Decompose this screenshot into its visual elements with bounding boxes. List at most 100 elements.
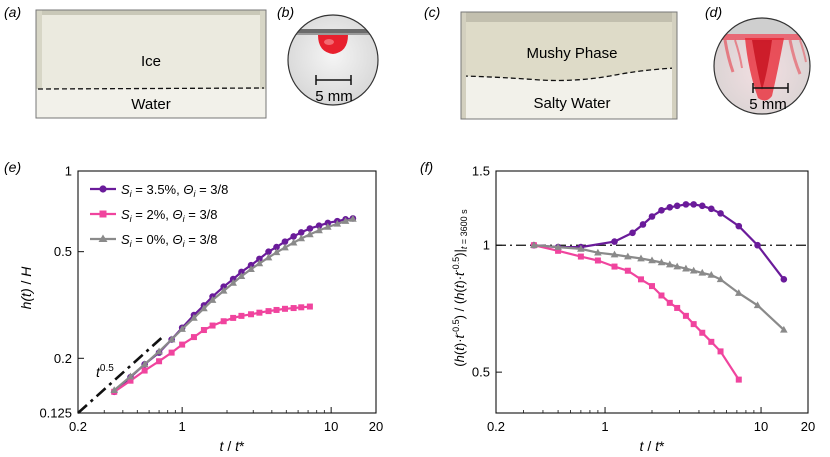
chart-f-point-gray (780, 325, 788, 333)
chart-e-point-pink (209, 322, 216, 329)
panel-f-letter: (f) (420, 159, 433, 175)
chart-f-point-gray (657, 258, 666, 266)
chart-e-point-gray (229, 278, 237, 286)
legend-gray-sub2: i (183, 239, 186, 249)
chart-e-point-pink (230, 314, 237, 321)
chart-f-point-gray (734, 289, 743, 296)
chart-e-point-pink (306, 303, 313, 310)
chart-e-ref-label: t0.5 (96, 363, 114, 380)
chart-e-point-gray (190, 313, 198, 321)
panel-d-scale-label: 5 mm (749, 96, 787, 113)
chart-e-point-pink (238, 312, 245, 319)
chart-f-series-pink (530, 242, 742, 383)
chart-e-point-gray (247, 265, 255, 273)
chart-e-y-tick-label: 0.2 (54, 351, 72, 366)
svg-text:Si = 0%, Θi = 3/8: Si = 0%, Θi = 3/8 (121, 232, 218, 249)
chart-f-point-purple (639, 221, 647, 228)
chart-e-x-tick-label: 10 (324, 419, 338, 434)
chart-e-legend: Si = 3.5%, Θi = 3/8 Si = 2%, Θi = 3/8 Si… (90, 182, 228, 249)
chart-e-point-pink (273, 306, 280, 313)
svg-text:h(t) / H: h(t) / H (18, 266, 34, 310)
chart-f-xlabel-tstar: t (655, 438, 660, 454)
panel-a-top-label: Ice (141, 53, 161, 70)
legend-pink-val2: = 3/8 (185, 207, 218, 222)
chart-f-plot-frame (495, 170, 809, 414)
chart-e-point-pink (179, 341, 186, 348)
chart-e-x-tick-label: 20 (369, 419, 383, 434)
chart-f-point-gray (716, 275, 725, 283)
chart-f-point-gray (637, 254, 645, 262)
chart-f-y-tick-label: 1 (483, 238, 490, 253)
legend-purple-var: S (121, 182, 130, 197)
chart-f-point-purple (629, 229, 636, 237)
legend-gray-var2: Θ (173, 232, 183, 247)
chart-e-point-gray (110, 386, 119, 394)
chart-e-y-tick-label: 0.125 (39, 406, 72, 421)
panel-a-photo (35, 9, 267, 119)
chart-f-xlabel-sep: / (643, 438, 655, 454)
chart-f-point-pink (708, 338, 715, 345)
chart-e-reference-line (77, 335, 165, 414)
chart-f-point-pink (624, 267, 631, 274)
chart-f-point-purple (690, 201, 697, 208)
legend-purple-val2: = 3/8 (195, 182, 228, 197)
chart-e-ref-label-t: t (96, 364, 101, 380)
panel-d-scale-bar (752, 83, 789, 93)
panel-a-letter: (a) (4, 4, 21, 20)
legend-gray-val: = 0%, (132, 232, 173, 247)
chart-e-point-gray (126, 372, 135, 380)
chart-f-point-pink (658, 292, 665, 299)
chart-e-point-purple (273, 243, 280, 251)
chart-f-point-purple (658, 207, 665, 214)
chart-e-y-tick-label: 0.5 (54, 244, 72, 259)
legend-purple-sub: i (130, 189, 133, 199)
chart-f-point-purple (648, 213, 656, 220)
chart-e-point-purple (315, 222, 323, 229)
chart-e-ylabel-h: h(t) (18, 288, 34, 309)
chart-f-point-purple (717, 210, 724, 217)
chart-e-point-gray (200, 304, 208, 312)
chart-e-point-gray (208, 296, 217, 303)
chart-e-x-tick-label: 0.2 (69, 419, 87, 434)
chart-e-point-gray (341, 217, 350, 224)
chart-f-ylabel-text: (h(t)·t-0.5) / (h(t)·t-0.5)|t = 3600 s (451, 209, 469, 367)
chart-f-x-tick-label: 1 (601, 419, 608, 434)
chart-f-y-axis-title: (h(t)·t-0.5) / (h(t)·t-0.5)|t = 3600 s (451, 209, 469, 367)
panel-c-letter: (c) (424, 4, 440, 20)
chart-f-point-pink (594, 257, 601, 264)
svg-text:Si = 2%, Θi = 3/8: Si = 2%, Θi = 3/8 (121, 207, 218, 224)
chart-e-ylabel-H: H (18, 266, 34, 277)
chart-e-xlabel-t: t (220, 438, 225, 454)
chart-f-point-purple (735, 222, 743, 230)
red-droplet (318, 35, 348, 54)
chart-e-point-pink (265, 308, 272, 315)
chart-e-point-pink (248, 311, 255, 318)
chart-f-point-gray (689, 266, 698, 274)
chart-e-x-tick-label: 1 (179, 419, 186, 434)
chart-f-point-pink (717, 348, 724, 355)
legend-item-purple: Si = 3.5%, Θi = 3/8 (90, 182, 228, 199)
chart-f-x-tick-label: 0.2 (487, 419, 505, 434)
chart-f-point-gray (682, 264, 690, 272)
chart-f-point-pink (690, 321, 697, 328)
chart-f-point-purple (666, 204, 674, 211)
chart-e-point-purple (324, 219, 332, 227)
chart-e-point-pink (141, 367, 148, 374)
legend-purple-sub2: i (193, 189, 196, 199)
chart-e-point-gray (219, 286, 228, 294)
chart-e-point-gray (324, 223, 332, 230)
chart-e-point-purple (281, 238, 289, 245)
chart-e-xlabel-star: * (239, 438, 245, 454)
chart-e-point-gray (281, 243, 289, 251)
panel-a-interface-line (37, 87, 265, 90)
chart-f-point-gray (648, 256, 656, 264)
chart-e-point-pink (220, 318, 227, 325)
legend-pink-val: = 2%, (132, 207, 173, 222)
chart-f-point-purple (754, 241, 761, 249)
chart-e-point-pink (127, 377, 134, 384)
legend-purple-val: = 3.5%, (132, 182, 184, 197)
chart-e-series-gray (110, 215, 357, 394)
chart-e-point-gray (306, 230, 314, 238)
chart-f-point-gray (554, 243, 562, 250)
